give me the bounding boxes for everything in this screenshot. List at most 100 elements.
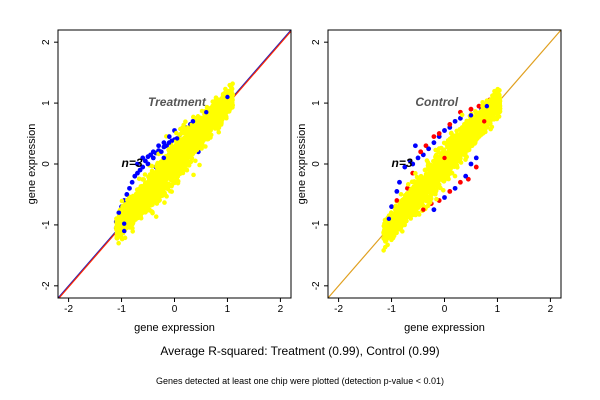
cloud-point: [168, 173, 173, 179]
n-annotation: n=3: [122, 156, 143, 170]
cloud-point: [192, 131, 198, 137]
cloud-point: [193, 158, 198, 164]
outlier-point-top: [151, 155, 156, 161]
cloud-point: [167, 182, 173, 188]
cloud-point: [210, 103, 215, 109]
cloud-point: [130, 229, 136, 234]
cloud-point: [196, 135, 202, 141]
cloud-point: [148, 190, 154, 196]
cloud-point: [133, 198, 139, 204]
cloud-point: [193, 124, 198, 130]
cloud-point: [170, 149, 176, 155]
cloud-point: [145, 185, 151, 190]
cloud-point: [176, 171, 182, 177]
outlier-point: [452, 118, 458, 124]
cloud-point: [157, 197, 162, 203]
outlier-point: [447, 122, 453, 127]
outlier-point-top: [116, 210, 122, 215]
cloud-point: [215, 121, 220, 127]
cloud-point: [133, 207, 138, 213]
cloud-point: [394, 229, 399, 235]
cloud-point: [197, 162, 202, 168]
outlier-point: [431, 134, 437, 139]
cloud-point: [400, 229, 405, 234]
outlier-point: [457, 179, 463, 185]
cloud-point: [154, 201, 160, 206]
cloud-point: [177, 150, 182, 155]
outlier-point-top: [121, 221, 127, 226]
cloud-point: [162, 185, 168, 190]
cloud-point: [142, 198, 147, 204]
cloud-point: [446, 176, 451, 182]
cloud-point: [144, 181, 150, 186]
cloud-point: [159, 181, 165, 187]
cloud-point: [398, 191, 404, 197]
cloud-point: [151, 172, 157, 178]
outlier-point: [415, 155, 421, 161]
outlier-point: [402, 164, 408, 170]
cloud-point: [219, 113, 225, 119]
cloud-point: [186, 163, 192, 168]
cloud-point: [227, 98, 233, 103]
outlier-point-top: [121, 228, 127, 234]
cloud-point: [116, 222, 121, 227]
y-tick-label: 1: [41, 100, 52, 106]
cloud-point: [137, 199, 143, 204]
cloud-point: [418, 173, 424, 179]
outlier-point: [150, 149, 156, 155]
cloud-point: [405, 182, 411, 187]
outlier-point-top: [132, 173, 137, 179]
cloud-point: [199, 123, 205, 128]
cloud-point: [423, 171, 429, 177]
cloud-point: [191, 172, 196, 178]
cloud-point: [134, 187, 140, 192]
outlier-point-top: [159, 149, 164, 155]
cloud-point: [204, 136, 209, 142]
cloud-point: [157, 176, 162, 182]
cloud-point: [438, 185, 443, 191]
cloud-point: [168, 188, 173, 194]
panel-title: Treatment: [148, 95, 207, 109]
cloud-point: [142, 172, 148, 177]
cloud-point: [192, 136, 198, 141]
cloud-point: [179, 126, 185, 131]
cloud-point: [167, 155, 173, 161]
cloud-point: [425, 203, 431, 209]
cloud-point: [434, 196, 439, 202]
cloud-point: [194, 120, 200, 125]
outlier-point: [468, 161, 474, 167]
outlier-point: [442, 195, 447, 200]
outlier-point: [394, 189, 400, 194]
cloud-point: [179, 145, 185, 150]
outlier-point-top: [145, 161, 151, 167]
cloud-point: [140, 203, 146, 208]
outlier-point-top: [204, 110, 209, 115]
x-axis-label: gene expression: [134, 322, 215, 334]
cloud-point: [137, 203, 142, 209]
cloud-point: [129, 211, 135, 217]
cloud-point: [219, 109, 225, 115]
outlier-point-top: [143, 158, 148, 164]
cloud-point: [413, 171, 418, 176]
cloud-point: [149, 187, 155, 193]
cloud-point: [137, 193, 142, 199]
cloud-point: [138, 184, 144, 189]
y-tick-label: -1: [41, 220, 52, 229]
outlier-point: [161, 140, 167, 146]
cloud-point: [161, 191, 166, 196]
cloud-point: [194, 141, 199, 146]
cloud-point: [182, 164, 187, 170]
x-tick-label: 2: [278, 304, 284, 315]
cloud-point: [433, 147, 438, 153]
y-tick-label: 0: [41, 161, 52, 167]
outlier-point: [465, 176, 471, 182]
outlier-point: [129, 179, 135, 185]
cloud-point: [171, 159, 176, 165]
cloud-point: [191, 114, 196, 120]
y-tick-label: -2: [41, 281, 52, 290]
cloud-point: [161, 169, 167, 175]
cloud-point: [216, 129, 222, 135]
